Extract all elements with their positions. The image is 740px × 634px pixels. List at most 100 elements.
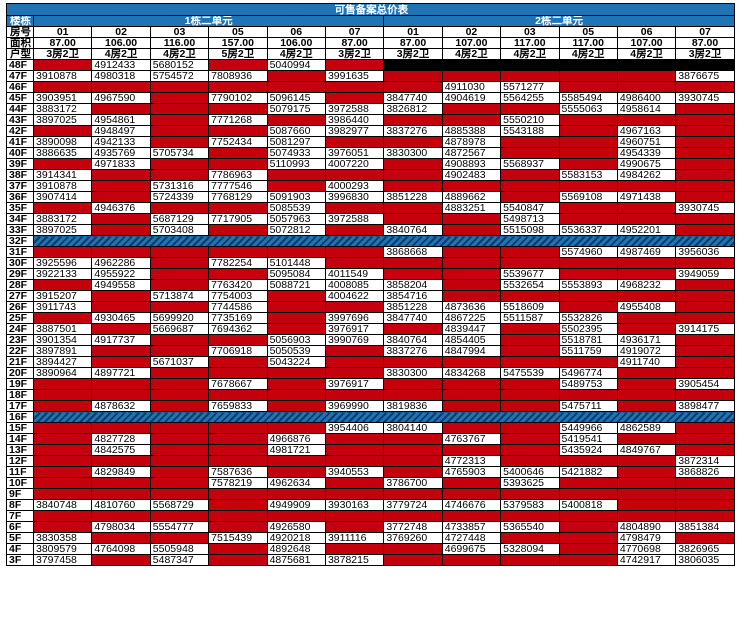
sold-cell	[32, 488, 93, 500]
floor-label: 38F	[6, 169, 34, 181]
sold-cell	[149, 433, 210, 445]
sold-cell	[266, 81, 326, 93]
floor-label: 17F	[6, 400, 34, 412]
unit-price-cell: 4958614	[616, 103, 677, 115]
unit-price-cell: 4967590	[91, 92, 151, 104]
unit-price-cell: 5400646	[500, 466, 560, 478]
unit-price-cell: 4954339	[616, 147, 677, 159]
sold-cell	[383, 455, 443, 467]
unit-price-cell: 4842575	[91, 444, 151, 456]
sold-cell	[616, 477, 677, 489]
col-room: 06	[266, 26, 326, 38]
floor-row: 7F	[6, 510, 735, 522]
sold-cell	[441, 389, 502, 401]
floor-row: 36F 3907414 5724339 7768129 5091903 3996830 38…	[6, 191, 735, 203]
unit-price-cell: 3837276	[383, 125, 443, 137]
sold-cell	[324, 477, 385, 489]
sold-cell	[32, 59, 93, 71]
unit-price-cell: 3878215	[324, 554, 385, 566]
floor-label: 24F	[6, 323, 34, 335]
floor-label: 6F	[6, 521, 34, 533]
floor-row: 6F 4798034 5554777 4926580 3772748 4733857 536…	[6, 521, 735, 533]
unit-price-cell: 3940553	[324, 466, 385, 478]
sold-cell	[32, 378, 93, 390]
sold-cell	[675, 169, 735, 181]
blocked-cell	[383, 59, 443, 71]
sold-cell	[500, 246, 560, 258]
unit-price-cell: 7786963	[208, 169, 268, 181]
unit-price-cell: 4810760	[91, 499, 151, 511]
floor-row: 42F 4948497 5087660 3982977 3837276 4885388 55…	[6, 125, 735, 137]
floor-label: 46F	[6, 81, 34, 93]
unit-price-cell: 3804140	[383, 422, 443, 434]
unit-price-cell: 5505948	[149, 543, 210, 555]
unit-price-cell: 5564255	[500, 92, 560, 104]
sold-cell	[266, 466, 326, 478]
sold-cell	[208, 202, 268, 214]
sold-cell	[558, 125, 618, 137]
unit-price-cell: 3786700	[383, 477, 443, 489]
unit-price-cell: 5096145	[266, 92, 326, 104]
unit-price-cell: 4984262	[616, 169, 677, 181]
sold-cell	[558, 477, 618, 489]
sold-cell	[266, 70, 326, 82]
unit-price-cell: 4834268	[441, 367, 502, 379]
sold-cell	[91, 510, 151, 522]
floor-row: 44F 3883172 5079175 3972588 3826812 5555063 49…	[6, 103, 735, 115]
col-type: 3房2卫	[675, 48, 735, 60]
sold-cell	[616, 290, 677, 302]
sold-cell	[383, 202, 443, 214]
unit-price-cell: 3898477	[675, 400, 735, 412]
sold-cell	[149, 455, 210, 467]
sold-cell	[558, 532, 618, 544]
floor-label: 15F	[6, 422, 34, 434]
unit-price-cell: 3851384	[675, 521, 735, 533]
sold-cell	[324, 92, 385, 104]
sold-cell	[500, 257, 560, 269]
unit-price-cell: 5571277	[500, 81, 560, 93]
sold-cell	[266, 455, 326, 467]
unit-price-cell: 3847740	[383, 312, 443, 324]
sold-cell	[91, 554, 151, 566]
sold-cell	[208, 422, 268, 434]
sold-cell	[500, 532, 560, 544]
col-area: 157.00	[208, 37, 268, 49]
unit-price-cell: 4872567	[441, 147, 502, 159]
unit-price-cell: 3969990	[324, 400, 385, 412]
col-area: 106.00	[91, 37, 151, 49]
sold-cell	[32, 279, 93, 291]
unit-price-cell: 5585494	[558, 92, 618, 104]
unit-price-cell: 5532826	[558, 312, 618, 324]
unit-price-cell: 5079175	[266, 103, 326, 115]
sold-cell	[675, 125, 735, 137]
unit-price-cell: 3972588	[324, 103, 385, 115]
unit-price-cell: 5435924	[558, 444, 618, 456]
unit-header-row: 楼栋 1栋二单元 2栋二单元	[6, 15, 735, 27]
sold-cell	[266, 510, 326, 522]
floor-row: 21F 3894427 5671037 5043224 4911740	[6, 356, 735, 368]
sold-cell	[149, 202, 210, 214]
unit-price-cell: 4955408	[616, 301, 677, 313]
floor-row: 3F 3797458 5487347 4875681 3878215 4742917 380…	[6, 554, 735, 566]
floor-row: 45F 3903951 4967590 7790102 5096145 3847740 49…	[6, 92, 735, 104]
floor-row: 20F 3890964 4897721 3830300 4834268 5475539 54…	[6, 367, 735, 379]
sold-cell	[383, 543, 443, 555]
unit-price-cell: 4971833	[91, 158, 151, 170]
sold-cell	[383, 70, 443, 82]
sold-cell	[441, 257, 502, 269]
sold-cell	[383, 488, 443, 500]
unit-price-cell: 7808936	[208, 70, 268, 82]
sold-cell	[441, 114, 502, 126]
col-area: 107.00	[616, 37, 677, 49]
floor-label: 28F	[6, 279, 34, 291]
sold-cell	[500, 136, 560, 148]
unit-price-cell: 4946376	[91, 202, 151, 214]
floor-row: 24F 3887501 5669687 7694362 3976917 4839447 55…	[6, 323, 735, 335]
floor-label: 30F	[6, 257, 34, 269]
floor-row: 43F 3897025 4954861 7771268 3986440 5550210	[6, 114, 735, 126]
sold-cell	[675, 301, 735, 313]
sold-cell	[208, 543, 268, 555]
sold-cell	[383, 169, 443, 181]
unit-price-cell: 4829849	[91, 466, 151, 478]
floor-row: 9F	[6, 488, 735, 500]
